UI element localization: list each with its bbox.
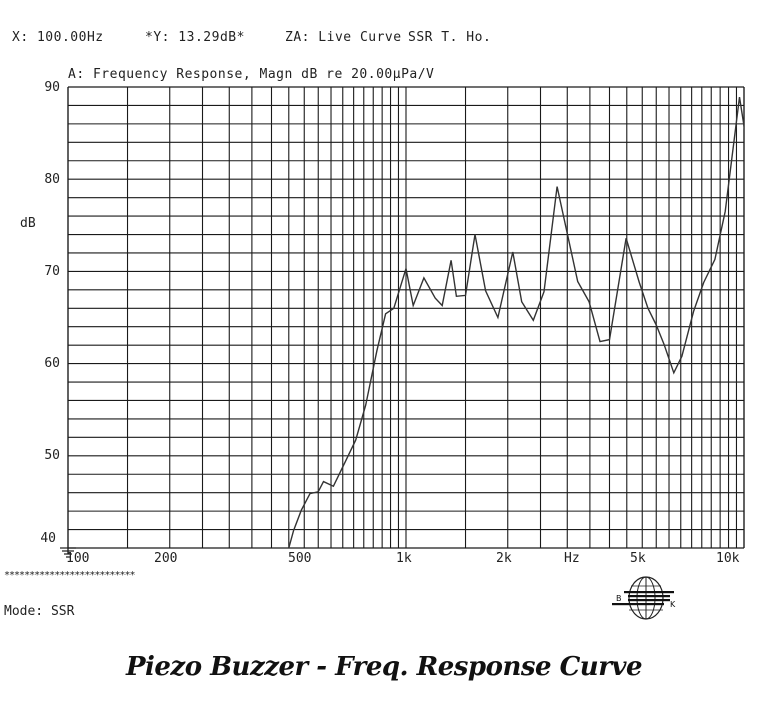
plot-subtitle: A: Frequency Response, Magn dB re 20.00µ… [68, 67, 435, 82]
x-tick-100: 100 [66, 551, 90, 566]
x-tick-10k: 10k [716, 551, 740, 566]
za-label: ZA: Live Curve [285, 30, 402, 45]
frequency-response-plot [60, 86, 745, 558]
y-tick-50: 50 [44, 448, 60, 463]
chart-caption: Piezo Buzzer - Freq. Response Curve [125, 652, 643, 682]
response-curve [288, 96, 744, 548]
y-axis-title: dB [20, 216, 36, 231]
mode-label: Mode: SSR [4, 604, 75, 619]
y-tick-70: 70 [44, 264, 60, 279]
x-tick-2k: 2k [496, 551, 512, 566]
ssr-label: SSR T. Ho. [408, 30, 492, 45]
x-tick-200: 200 [154, 551, 178, 566]
y-readout: *Y: 13.29dB* [145, 30, 245, 45]
x-tick-5k: 5k [630, 551, 646, 566]
y-tick-90: 90 [44, 80, 60, 95]
y-tick-40: 40 [40, 531, 56, 546]
y-tick-80: 80 [44, 172, 60, 187]
marker-stars: ************************** [4, 570, 136, 581]
x-tick-500: 500 [288, 551, 312, 566]
y-tick-60: 60 [44, 356, 60, 371]
logo-letter-k: K [670, 600, 676, 609]
bk-globe-logo-icon: B K [612, 576, 676, 620]
x-readout: X: 100.00Hz [12, 30, 104, 45]
x-tick-1k: 1k [396, 551, 412, 566]
x-axis-unit: Hz [564, 551, 580, 566]
logo-letter-b: B [616, 594, 622, 603]
